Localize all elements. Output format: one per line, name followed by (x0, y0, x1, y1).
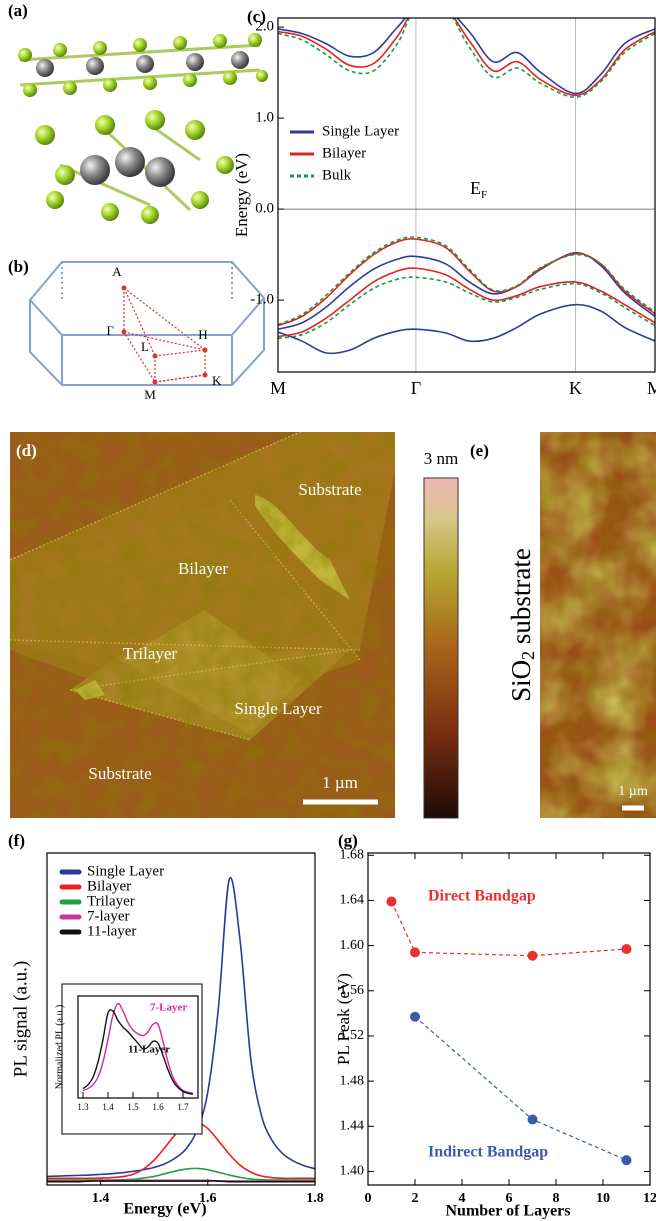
crystal-structure (18, 33, 268, 224)
substrate-label: SiO2 substrate (506, 548, 538, 702)
panel-label: (a) (8, 1, 28, 20)
series-line (278, 268, 655, 336)
bz-point-label: H (198, 327, 207, 342)
point (622, 944, 632, 954)
x-tick-label: 1.5 (127, 1102, 139, 1112)
x-tick-label: Γ (411, 378, 421, 398)
series-label: 7-Layer (150, 1002, 187, 1014)
y-axis-label: Energy (eV) (232, 153, 251, 237)
plot-frame (278, 18, 655, 372)
y-axis-label: PL Peak (eV) (334, 973, 353, 1065)
series-line (278, 277, 655, 338)
x-tick-label: 1.3 (77, 1102, 89, 1112)
y-tick-label: 1.60 (340, 938, 365, 953)
region-label: Trilayer (123, 644, 177, 663)
y-tick-label: 1.64 (340, 893, 365, 908)
legend-label: Bulk (322, 167, 352, 183)
y-tick-label: 1.44 (340, 1118, 365, 1133)
y-tick-label: -1.0 (250, 292, 274, 308)
brillouin-zone (30, 262, 264, 385)
series-label: 11-Layer (128, 1044, 170, 1056)
point (528, 951, 538, 961)
panel-label: (b) (8, 257, 29, 276)
legend-label: Single Layer (87, 863, 164, 879)
legend-label: Single Layer (322, 123, 399, 139)
series-line (415, 1017, 627, 1160)
x-tick-label: 1.4 (92, 1191, 110, 1206)
region-label: Single Layer (234, 699, 322, 718)
label-sub: 2 (518, 651, 538, 660)
legend-label: Bilayer (322, 145, 366, 161)
x-tick-label: 1.8 (306, 1191, 324, 1206)
series-line (392, 902, 627, 956)
panel-label: (d) (16, 441, 37, 460)
region-label: Substrate (298, 480, 361, 499)
series-label: Indirect Bandgap (428, 1144, 548, 1161)
point (528, 1115, 538, 1125)
label-main: SiO (506, 660, 536, 702)
point (410, 947, 420, 957)
colorbar (424, 478, 458, 818)
scale-bar-label: 1 µm (322, 773, 358, 792)
fermi-sub: F (481, 189, 487, 201)
chart-2: 1.3 1.4 1.5 1.6 1.7 Normalized PL (a.u.) 7-Lay… (54, 984, 202, 1134)
scale-bar-label: 1 µm (618, 784, 648, 799)
fermi-label: EF (470, 178, 487, 200)
bz-point-label: Γ (106, 323, 114, 338)
chart-0: M Γ K M -1.0 0.0 1.0 2.0 Energy (eV) Single Layer… (232, 4, 656, 398)
bz-point-label: L (141, 339, 149, 354)
series-label: Direct Bandgap (428, 888, 536, 905)
bz-point-label: A (112, 264, 122, 279)
series-line (278, 6, 655, 93)
label-rest: substrate (506, 548, 536, 651)
x-tick-label: 2 (412, 1191, 419, 1206)
x-tick-label: 12 (643, 1191, 656, 1206)
x-tick-label: 1.4 (102, 1102, 114, 1112)
panel-label: (f) (8, 831, 25, 850)
y-tick-label: 1.68 (340, 847, 365, 862)
x-tick-label: 0 (365, 1191, 372, 1206)
series-line (47, 1181, 315, 1182)
series-line (278, 5, 655, 95)
y-axis-label: PL signal (a.u.) (10, 961, 31, 1077)
legend-label: 7-layer (87, 908, 129, 924)
x-axis-label: Energy (eV) (123, 1201, 206, 1218)
x-tick-label: M (647, 378, 656, 398)
y-tick-label: 0.0 (255, 201, 274, 217)
y-axis-label: Normalized PL (a.u.) (54, 1005, 65, 1090)
plot-area (392, 902, 627, 1161)
y-tick-label: 2.0 (255, 19, 274, 35)
point (387, 897, 397, 907)
point (410, 1012, 420, 1022)
figure: A Γ H L M K Substrate Bilayer Trilayer S… (0, 0, 656, 1221)
x-tick-label: K (569, 378, 582, 398)
bz-point-label: K (212, 373, 222, 388)
legend-label: Trilayer (87, 893, 135, 909)
region-label: Substrate (88, 764, 151, 783)
x-tick-label: 10 (596, 1191, 610, 1206)
x-tick-label: M (270, 378, 286, 398)
substrate-image (540, 432, 656, 818)
y-tick-label: 1.48 (340, 1073, 365, 1088)
legend-label: Bilayer (87, 878, 131, 894)
point (622, 1155, 632, 1165)
legend-label: 11-layer (87, 923, 136, 939)
fermi-main: E (470, 178, 481, 198)
bz-point-label: M (144, 387, 156, 402)
region-label: Bilayer (178, 559, 228, 578)
y-tick-label: 1.40 (340, 1164, 365, 1179)
colorbar-label: 3 nm (424, 449, 458, 468)
x-axis-label: Number of Layers (445, 1203, 570, 1220)
x-tick-label: 1.6 (152, 1102, 164, 1112)
y-tick-label: 1.0 (255, 110, 274, 126)
x-tick-label: 1.7 (177, 1102, 189, 1112)
panel-label: (e) (470, 441, 489, 460)
